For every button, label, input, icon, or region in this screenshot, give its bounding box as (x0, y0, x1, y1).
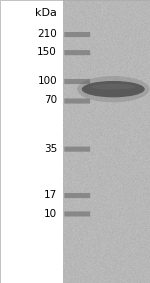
FancyBboxPatch shape (64, 50, 90, 55)
Text: 17: 17 (44, 190, 57, 200)
Ellipse shape (77, 76, 150, 102)
Text: 100: 100 (37, 76, 57, 86)
FancyBboxPatch shape (64, 193, 90, 198)
Ellipse shape (82, 81, 145, 97)
FancyBboxPatch shape (64, 98, 90, 104)
Text: 10: 10 (44, 209, 57, 219)
Bar (0, 0, 63, 283)
FancyBboxPatch shape (64, 32, 90, 37)
FancyBboxPatch shape (64, 79, 90, 84)
Text: kDa: kDa (35, 8, 57, 18)
Text: 210: 210 (37, 29, 57, 39)
Text: 70: 70 (44, 95, 57, 106)
Text: 35: 35 (44, 143, 57, 154)
FancyBboxPatch shape (64, 211, 90, 216)
Text: 150: 150 (37, 47, 57, 57)
FancyBboxPatch shape (64, 147, 90, 152)
Ellipse shape (91, 84, 135, 89)
